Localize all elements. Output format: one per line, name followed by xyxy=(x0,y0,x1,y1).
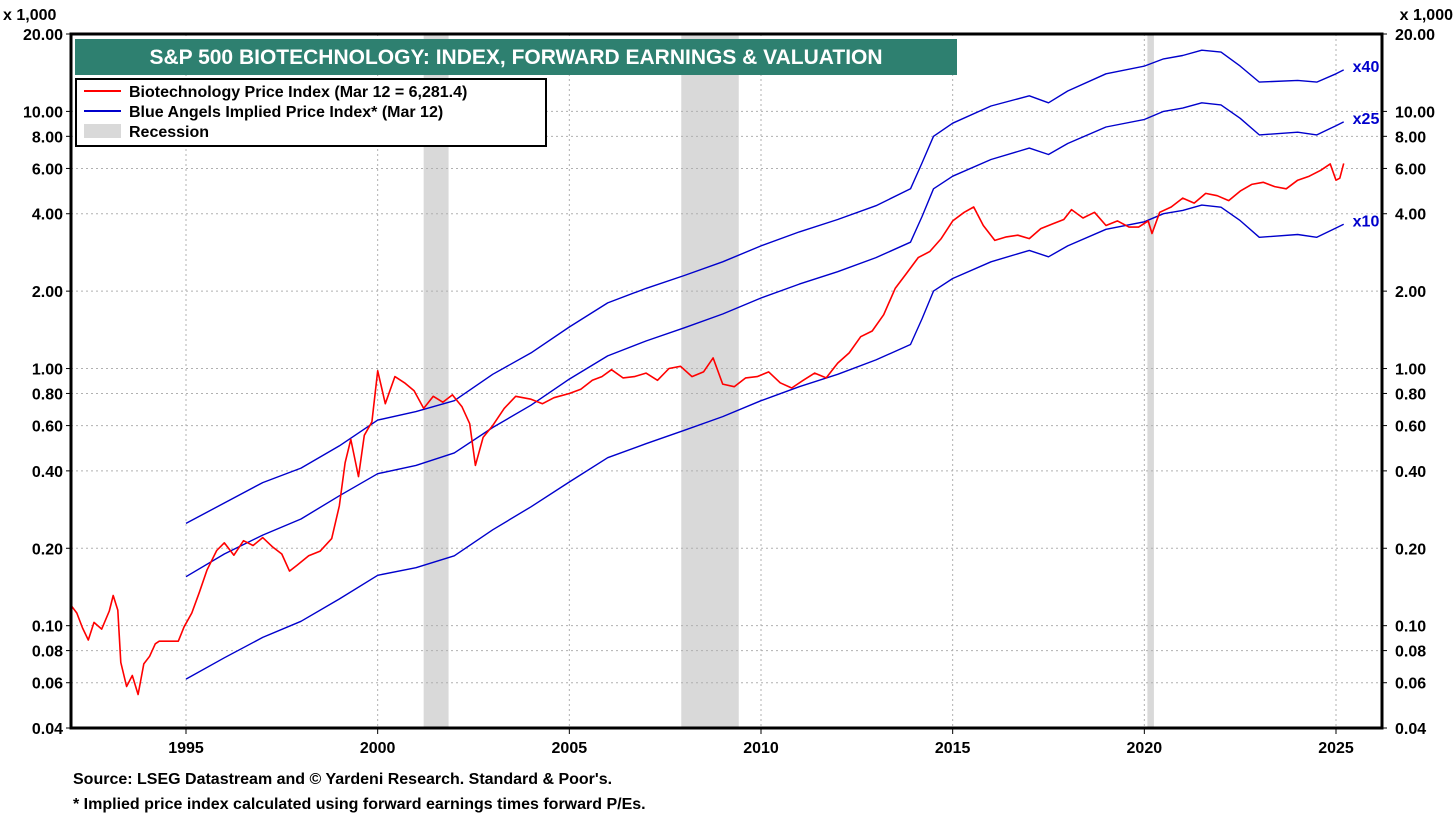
chart-title-banner: S&P 500 BIOTECHNOLOGY: INDEX, FORWARD EA… xyxy=(75,39,957,75)
legend-label-recession: Recession xyxy=(129,124,209,141)
y-tick-label-right-11: 6.00 xyxy=(1395,161,1426,178)
x-tick-label-3: 2010 xyxy=(743,740,779,757)
y-tick-label-left-0: 0.04 xyxy=(32,721,63,738)
multiplier-label-x25: x25 xyxy=(1353,111,1380,128)
series-line-x40 xyxy=(185,49,1345,525)
recession-band-0 xyxy=(423,34,449,728)
series-line-x10 xyxy=(185,204,1345,680)
y-tick-label-left-11: 6.00 xyxy=(32,161,63,178)
y-tick-label-right-13: 10.00 xyxy=(1395,104,1435,121)
recession-bands xyxy=(423,34,1154,728)
chart-title: S&P 500 BIOTECHNOLOGY: INDEX, FORWARD EA… xyxy=(149,46,882,69)
y-tick-label-left-12: 8.00 xyxy=(32,129,63,146)
implied-footnote: * Implied price index calculated using f… xyxy=(73,796,646,813)
y-tick-label-right-7: 0.80 xyxy=(1395,386,1426,403)
y-tick-label-left-9: 2.00 xyxy=(32,284,63,301)
legend: Biotechnology Price Index (Mar 12 = 6,28… xyxy=(75,78,547,147)
y-unit-label-right: x 1,000 xyxy=(1400,7,1453,24)
y-tick-label-right-6: 0.60 xyxy=(1395,419,1426,436)
x-tick-label-2: 2005 xyxy=(552,740,588,757)
y-tick-label-right-5: 0.40 xyxy=(1395,464,1426,481)
title-background xyxy=(75,39,957,75)
x-tick-label-0: 1995 xyxy=(168,740,204,757)
x-tick-label-5: 2020 xyxy=(1127,740,1163,757)
recession-band-1 xyxy=(681,34,739,728)
y-tick-label-left-14: 20.00 xyxy=(23,27,63,44)
y-axis-ticks: 0.04 0.04 0.06 0.06 0.08 0.08 0.10 0.10 0.20 0.20… xyxy=(23,27,1435,738)
y-tick-label-left-8: 1.00 xyxy=(32,362,63,379)
y-tick-label-right-3: 0.10 xyxy=(1395,619,1426,636)
y-tick-label-left-2: 0.08 xyxy=(32,644,63,661)
y-tick-label-left-6: 0.60 xyxy=(32,419,63,436)
legend-label-implied: Blue Angels Implied Price Index* (Mar 12… xyxy=(129,104,443,121)
legend-label-price: Biotechnology Price Index (Mar 12 = 6,28… xyxy=(129,84,467,101)
source-note: Source: LSEG Datastream and © Yardeni Re… xyxy=(73,771,612,788)
x-tick-label-1: 2000 xyxy=(360,740,396,757)
y-tick-label-right-9: 2.00 xyxy=(1395,284,1426,301)
y-tick-label-left-10: 4.00 xyxy=(32,207,63,224)
series-line-price xyxy=(71,163,1345,696)
series-lines xyxy=(71,49,1345,696)
y-tick-label-right-2: 0.08 xyxy=(1395,644,1426,661)
gridlines xyxy=(71,34,1382,728)
multiplier-labels: x40 x25 x10 xyxy=(1353,59,1380,230)
y-tick-label-left-4: 0.20 xyxy=(32,541,63,558)
plot-frame xyxy=(69,32,1384,730)
y-unit-label-left: x 1,000 xyxy=(3,7,56,24)
y-tick-label-left-5: 0.40 xyxy=(32,464,63,481)
y-tick-label-right-14: 20.00 xyxy=(1395,27,1435,44)
x-tick-label-6: 2025 xyxy=(1318,740,1354,757)
y-tick-label-left-1: 0.06 xyxy=(32,676,63,693)
y-tick-label-left-3: 0.10 xyxy=(32,619,63,636)
y-tick-label-right-8: 1.00 xyxy=(1395,362,1426,379)
y-tick-label-right-12: 8.00 xyxy=(1395,129,1426,146)
x-axis-ticks: 1995 2000 2005 2010 2015 2020 2025 xyxy=(168,728,1354,757)
multiplier-label-x40: x40 xyxy=(1353,59,1380,76)
legend-swatch-recession xyxy=(84,124,121,138)
x-tick-label-4: 2015 xyxy=(935,740,971,757)
y-tick-label-left-7: 0.80 xyxy=(32,386,63,403)
y-tick-label-right-1: 0.06 xyxy=(1395,676,1426,693)
y-tick-label-right-10: 4.00 xyxy=(1395,207,1426,224)
y-tick-label-right-0: 0.04 xyxy=(1395,721,1426,738)
y-tick-label-left-13: 10.00 xyxy=(23,104,63,121)
recession-band-2 xyxy=(1147,34,1154,728)
series-line-x25 xyxy=(185,102,1345,578)
legend-box xyxy=(75,78,547,147)
y-tick-label-right-4: 0.20 xyxy=(1395,541,1426,558)
multiplier-label-x10: x10 xyxy=(1353,213,1380,230)
